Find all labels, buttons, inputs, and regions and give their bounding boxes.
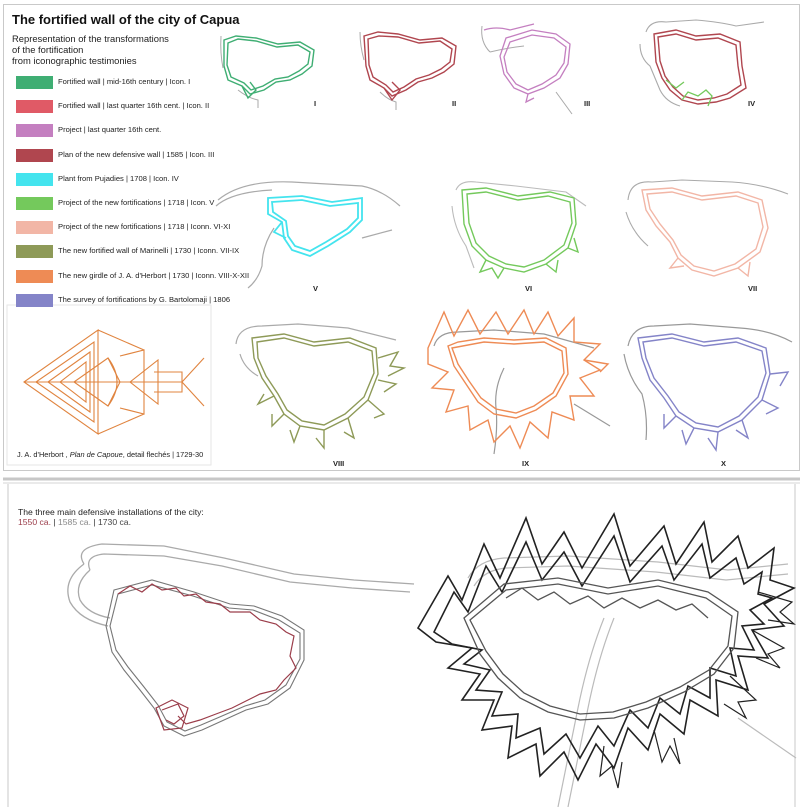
subtitle-line: of the fortification xyxy=(12,44,84,55)
panel-label: III xyxy=(584,99,591,108)
date-1585: 1585 ca. xyxy=(58,517,91,527)
date-separator: | xyxy=(90,517,98,527)
legend-swatch xyxy=(16,245,53,259)
legend-item: Fortified wall | last quarter 16th cent.… xyxy=(12,100,242,124)
panel-label: IV xyxy=(748,99,756,108)
panel-label: IX xyxy=(522,459,530,468)
legend-label: Project of the new fortifications | 1718… xyxy=(58,197,215,207)
legend-swatch xyxy=(16,76,53,89)
legend-label: The new fortified wall of Marinelli | 17… xyxy=(58,246,240,256)
plan-panel-VII xyxy=(625,179,789,278)
plan-panel-VI xyxy=(451,181,587,280)
panel-label: VI xyxy=(525,284,533,293)
legend-label: Project of the new fortifications | 1718… xyxy=(58,222,231,232)
plan-panel-V xyxy=(215,181,401,289)
bottom-title: The three main defensive installations o… xyxy=(18,507,204,517)
plan-panel-IV xyxy=(639,19,765,107)
plan-panel-VIII xyxy=(235,323,407,450)
legend-item: Project of the new fortifications | 1718… xyxy=(12,196,242,221)
subtitle-line: from iconographic testimonies xyxy=(12,55,137,66)
date-separator: | xyxy=(50,517,58,527)
legend-item: The new fortified wall of Marinelli | 17… xyxy=(12,245,242,269)
panel-label: II xyxy=(452,99,457,108)
legend-label: The survey of fortifications by G. Barto… xyxy=(58,294,231,304)
panel-label: I xyxy=(314,99,317,108)
caption-work: Plan de Capoue xyxy=(69,450,123,459)
installation-dates: 1550 ca. | 1585 ca. | 1730 ca. xyxy=(18,517,131,527)
date-1730: 1730 ca. xyxy=(98,517,131,527)
caption-rest: , detail flechés | 1729-30 xyxy=(122,450,204,459)
legend-label: Plan of the new defensive wall | 1585 | … xyxy=(58,149,215,159)
panel-label: VIII xyxy=(333,459,345,468)
plan-panel-IX xyxy=(427,308,611,455)
legend-item: The survey of fortifications by G. Barto… xyxy=(12,293,242,318)
subtitle: Representation of the transformations of… xyxy=(12,33,202,66)
legend-item: Project of the new fortifications | 1718… xyxy=(12,221,242,245)
date-1550: 1550 ca. xyxy=(18,517,51,527)
fleches-detail-drawing xyxy=(23,328,205,436)
plan-panel-III xyxy=(481,23,573,115)
legend-swatch xyxy=(16,172,53,186)
legend-swatch xyxy=(16,124,53,138)
legend-swatch xyxy=(16,148,53,162)
legend-swatch xyxy=(16,293,53,307)
legend-item: The new girdle of J. A. d'Herbort | 1730… xyxy=(12,269,249,294)
panel-label: V xyxy=(313,284,319,293)
panel-label: X xyxy=(721,459,727,468)
legend-item: Fortified wall | mid-16th century | Icon… xyxy=(12,76,242,100)
legend-label: The new girdle of J. A. d'Herbort | 1730… xyxy=(58,270,250,280)
legend-item: Plant from Pujadies | 1708 | Icon. IV xyxy=(12,172,242,197)
legend-label: Fortified wall | last quarter 16th cent.… xyxy=(58,101,210,111)
plan-panel-I xyxy=(220,35,315,108)
legend-swatch xyxy=(16,221,53,235)
legend-label: Project | last quarter 16th cent. xyxy=(58,125,162,135)
legend-item: Plan of the new defensive wall | 1585 | … xyxy=(12,148,242,173)
legend-item: Project | last quarter 16th cent. xyxy=(12,124,242,148)
subtitle-line: Representation of the transformations xyxy=(12,33,169,44)
page-title: The fortified wall of the city of Capua xyxy=(12,12,240,27)
plan-panel-X xyxy=(623,323,793,452)
caption-author: J. A. d'Herbort , xyxy=(17,450,70,459)
legend-swatch xyxy=(16,100,53,114)
plan-1550-1585 xyxy=(67,543,415,737)
legend: Fortified wall | mid-16th century | Icon… xyxy=(12,76,249,318)
plan-1730 xyxy=(416,512,797,807)
detail-caption: J. A. d'Herbort , Plan de Capoue, detail… xyxy=(17,450,203,459)
legend-label: Plant from Pujadies | 1708 | Icon. IV xyxy=(58,173,179,183)
legend-label: Fortified wall | mid-16th century | Icon… xyxy=(58,77,191,86)
legend-swatch xyxy=(16,269,53,283)
plan-panel-II xyxy=(359,31,457,110)
panel-label: VII xyxy=(748,284,758,293)
legend-swatch xyxy=(16,196,53,210)
